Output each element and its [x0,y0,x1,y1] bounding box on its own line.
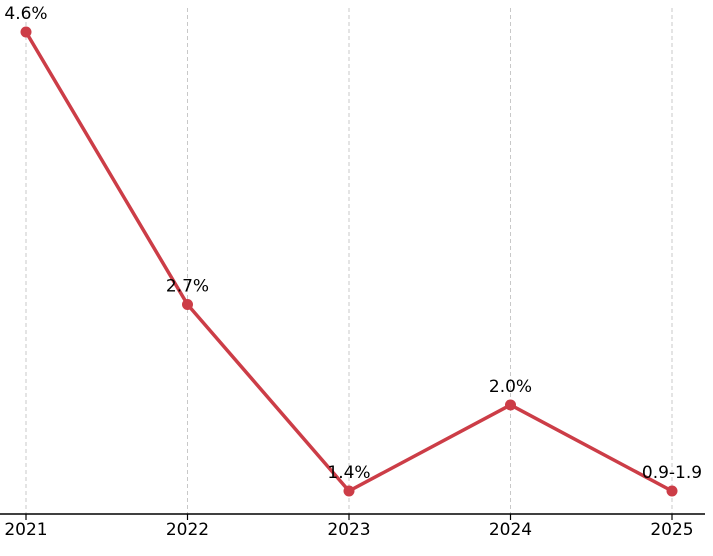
data-point-2021 [20,26,32,38]
data-label-2021: 4.6% [4,4,47,24]
x-tick-label-2021: 2021 [4,520,47,540]
x-axis: 2021 2022 2023 2024 2025 [0,513,705,540]
gridlines [25,8,673,514]
data-label-2024: 2.0% [489,377,532,397]
x-tick-label-2025: 2025 [650,520,693,540]
x-tick-label-2024: 2024 [489,520,532,540]
series-group [20,26,678,497]
data-point-2022 [182,299,193,311]
data-point-2025 [666,485,678,497]
data-label-2025: 0.9-1.9 [642,463,702,483]
data-point-2023 [343,485,355,497]
x-tick-label-2023: 2023 [327,520,370,540]
x-tick-label-2022: 2022 [166,520,209,540]
data-label-2022: 2.7% [166,277,209,297]
data-labels: 4.6% 2.7% 1.4% 2.0% 0.9-1.9 [4,4,702,483]
data-point-2024 [505,399,516,411]
data-label-2023: 1.4% [327,463,370,483]
